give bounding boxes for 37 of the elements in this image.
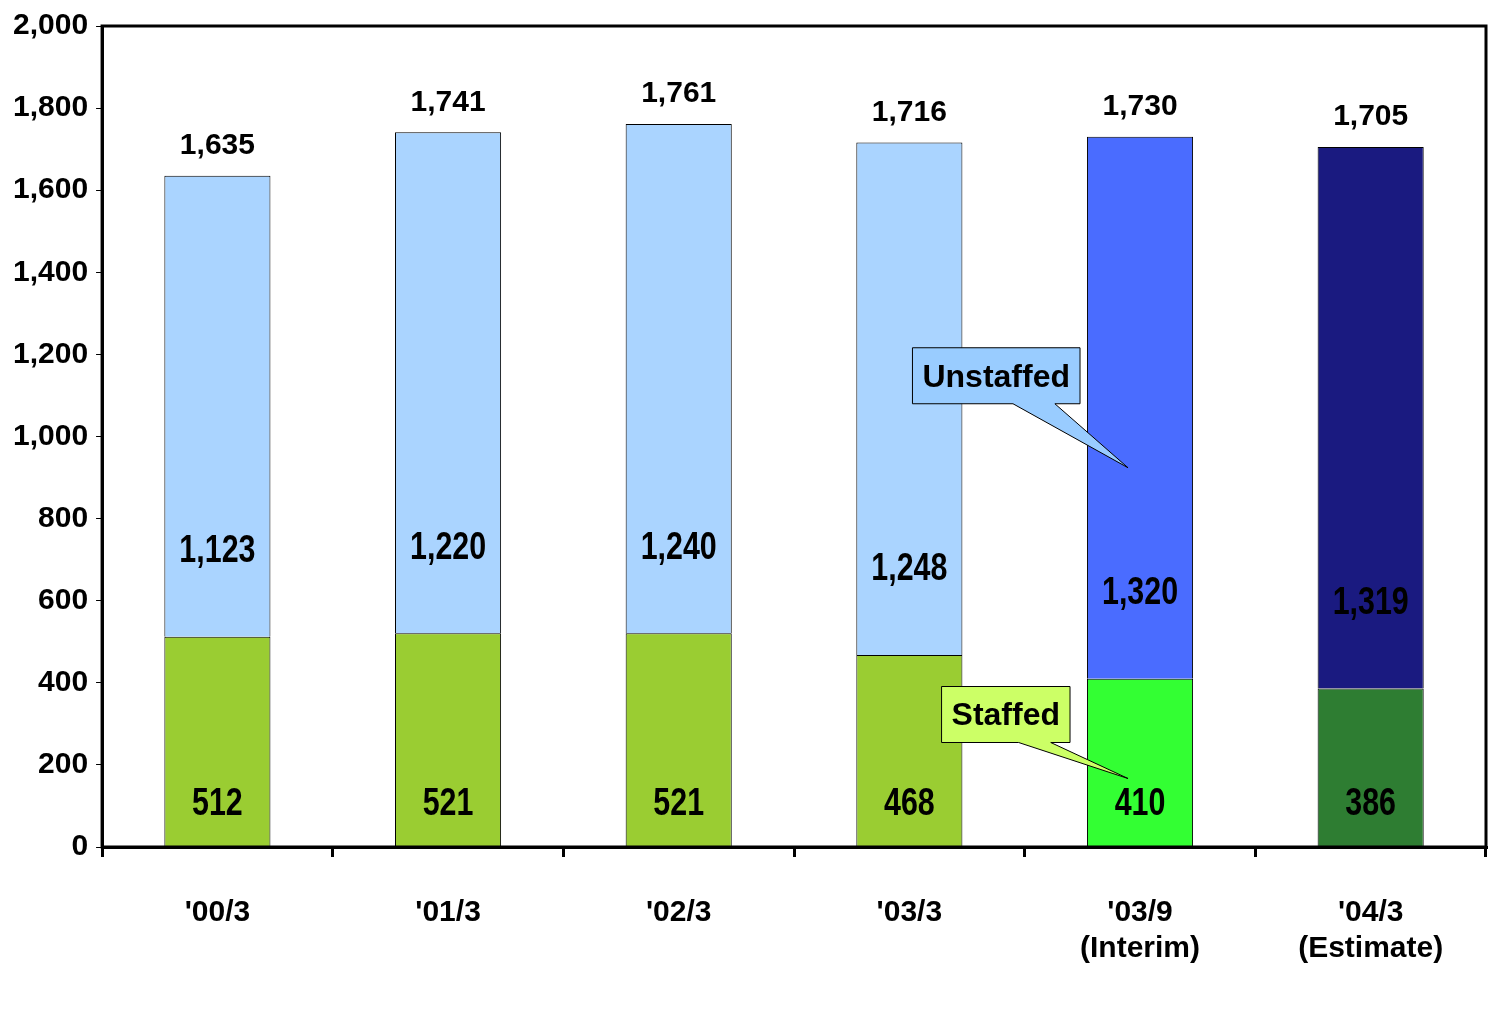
data-label: 1,248 — [871, 546, 948, 589]
x-tick-label: '03/3 — [876, 894, 943, 928]
data-label: 1,319 — [1332, 579, 1409, 622]
data-label: 512 — [192, 780, 243, 823]
x-tick-label: '04/3 (Estimate) — [1298, 894, 1444, 964]
y-tick-label: 1,400 — [13, 253, 89, 287]
total-label: 1,730 — [1102, 88, 1178, 122]
total-label: 1,635 — [179, 127, 255, 161]
x-tick-label: '00/3 — [184, 894, 251, 928]
y-tick-label: 600 — [38, 581, 89, 615]
y-tick-label: 0 — [71, 828, 89, 862]
data-label: 1,123 — [179, 528, 256, 571]
y-tick-label: 1,200 — [13, 335, 89, 369]
total-label: 1,716 — [871, 93, 947, 127]
data-label: 386 — [1345, 780, 1397, 823]
x-tick-label: '03/9 (Interim) — [1080, 894, 1201, 964]
data-label: 468 — [884, 780, 935, 823]
y-tick-label: 1,000 — [13, 417, 89, 451]
y-tick-label: 400 — [38, 664, 89, 698]
data-label: 410 — [1114, 780, 1166, 823]
series-label: Staffed — [951, 696, 1061, 733]
y-tick-label: 800 — [38, 499, 89, 533]
data-label: 1,320 — [1101, 569, 1179, 612]
data-label: 1,220 — [410, 524, 487, 567]
series-label: Unstaffed — [922, 357, 1071, 394]
x-tick-label: '02/3 — [645, 894, 712, 928]
y-tick-label: 2,000 — [13, 7, 89, 41]
total-label: 1,741 — [410, 83, 486, 117]
total-label: 1,705 — [1333, 98, 1409, 132]
y-tick-label: 200 — [38, 746, 89, 780]
y-tick-label: 1,600 — [13, 171, 89, 205]
total-label: 1,761 — [641, 75, 717, 109]
x-tick-label: '01/3 — [415, 894, 481, 928]
data-label: 521 — [422, 780, 474, 823]
data-label: 521 — [653, 780, 705, 823]
y-tick-label: 1,800 — [13, 89, 89, 123]
data-label: 1,240 — [640, 524, 717, 567]
